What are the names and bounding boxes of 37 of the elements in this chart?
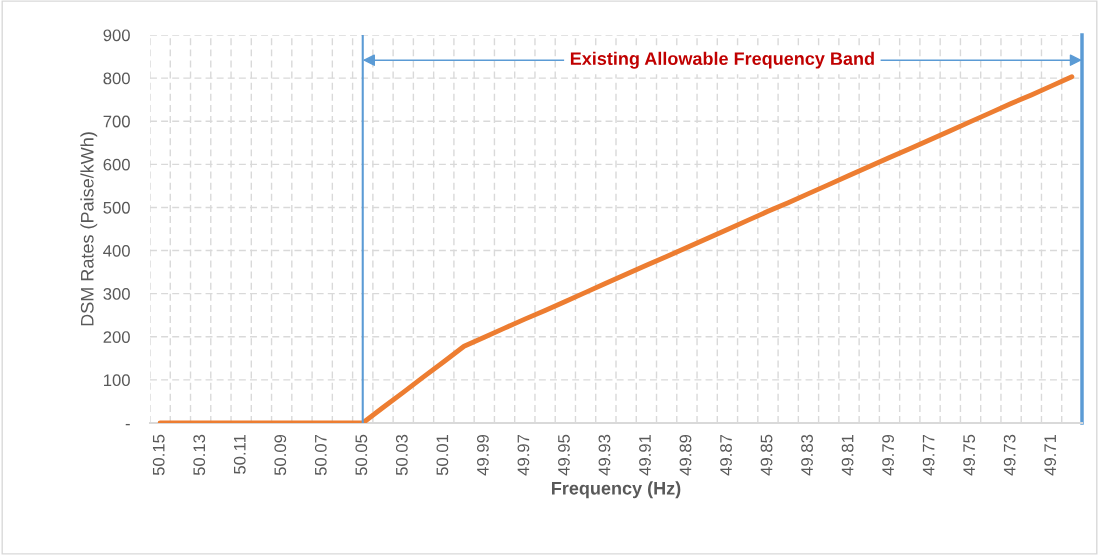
y-tick-label: 200	[103, 331, 130, 343]
x-tick-label: 49.87	[720, 434, 732, 476]
x-tick-label: 50.01	[436, 434, 449, 476]
x-tick-label: 49.75	[963, 434, 976, 476]
x-tick-label: 50.05	[355, 434, 368, 476]
x-tick-label: 49.89	[679, 434, 692, 476]
line-series	[157, 74, 1075, 423]
x-tick-label: 49.81	[841, 434, 854, 476]
x-tick-label: 49.77	[922, 434, 935, 476]
x-tick-label: 49.95	[558, 434, 570, 476]
x-tick-label: 50.15	[152, 434, 165, 476]
x-tick-label: 50.03	[395, 434, 408, 476]
y-tick-label: 300	[103, 288, 130, 300]
x-tick-label: 50.09	[274, 434, 287, 476]
y-tick-label: 700	[103, 115, 130, 128]
y-tick-label: 800	[103, 72, 130, 85]
x-tick-label: 49.79	[882, 434, 894, 476]
y-tick-label: 400	[103, 244, 130, 257]
x-tick-label: 49.73	[1003, 434, 1016, 476]
y-tick-label: -	[125, 423, 130, 426]
y-tick-label: 100	[104, 374, 130, 387]
x-tick-label: 49.71	[1044, 434, 1057, 476]
x-tick-label: 49.97	[517, 434, 530, 476]
x-tick-label: 50.13	[193, 434, 206, 476]
annotation: Existing Allowable Frequency Band	[570, 51, 874, 69]
x-tick-label: 49.93	[598, 434, 611, 476]
y-axis-title: DSM Rates (Paise/kWh)	[80, 132, 98, 326]
x-tick-label: 50.07	[314, 434, 327, 476]
x-tick-label: 49.85	[760, 434, 773, 476]
x-tick-label: 49.99	[476, 434, 489, 476]
x-axis-title: Frequency (Hz)	[552, 481, 681, 499]
y-tick-label: 600	[103, 158, 130, 171]
y-tick-label: 500	[103, 201, 130, 214]
y-tick-label: 900	[103, 29, 130, 42]
x-tick-label: 50.11	[233, 434, 246, 474]
x-tick-label: 49.83	[801, 434, 813, 476]
x-tick-label: 49.91	[639, 434, 651, 476]
